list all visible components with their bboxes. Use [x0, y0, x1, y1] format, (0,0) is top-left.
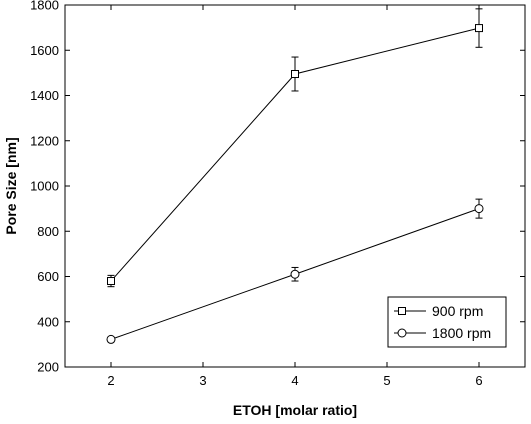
data-point — [106, 334, 116, 344]
data-series — [106, 8, 484, 344]
legend-box — [387, 296, 507, 348]
series-1800rpm — [106, 198, 484, 344]
data-point — [291, 70, 299, 79]
x-tick-label: 5 — [383, 373, 390, 388]
legend-label: 900 rpm — [432, 303, 483, 319]
legend: 900 rpm 1800 rpm — [387, 296, 507, 348]
data-point — [475, 24, 483, 33]
data-point — [290, 269, 300, 279]
series-900rpm — [107, 8, 483, 288]
y-tick-label: 200 — [37, 360, 59, 375]
x-axis-title: ETOH [molar ratio] — [233, 402, 357, 418]
y-tick-label: 1000 — [30, 179, 59, 194]
legend-label: 1800 rpm — [432, 325, 491, 341]
y-tick-label: 1600 — [30, 43, 59, 58]
y-axis-title: Pore Size [nm] — [3, 137, 19, 234]
axis-ticks: 2 3 4 5 6 200 400 600 800 1000 1200 1400 1600 1800 — [30, 0, 525, 388]
y-tick-label: 800 — [37, 224, 59, 239]
y-tick-label: 1800 — [30, 0, 59, 13]
x-tick-label: 6 — [475, 373, 482, 388]
x-tick-label: 2 — [107, 373, 114, 388]
legend-circle-marker — [397, 328, 407, 338]
y-tick-label: 1400 — [30, 88, 59, 103]
y-tick-label: 600 — [37, 269, 59, 284]
data-point — [474, 204, 484, 214]
x-tick-label: 3 — [199, 373, 206, 388]
legend-square-marker — [398, 307, 406, 315]
y-tick-label: 1200 — [30, 133, 59, 148]
data-point — [107, 277, 115, 286]
y-tick-label: 400 — [37, 314, 59, 329]
x-tick-label: 4 — [291, 373, 298, 388]
